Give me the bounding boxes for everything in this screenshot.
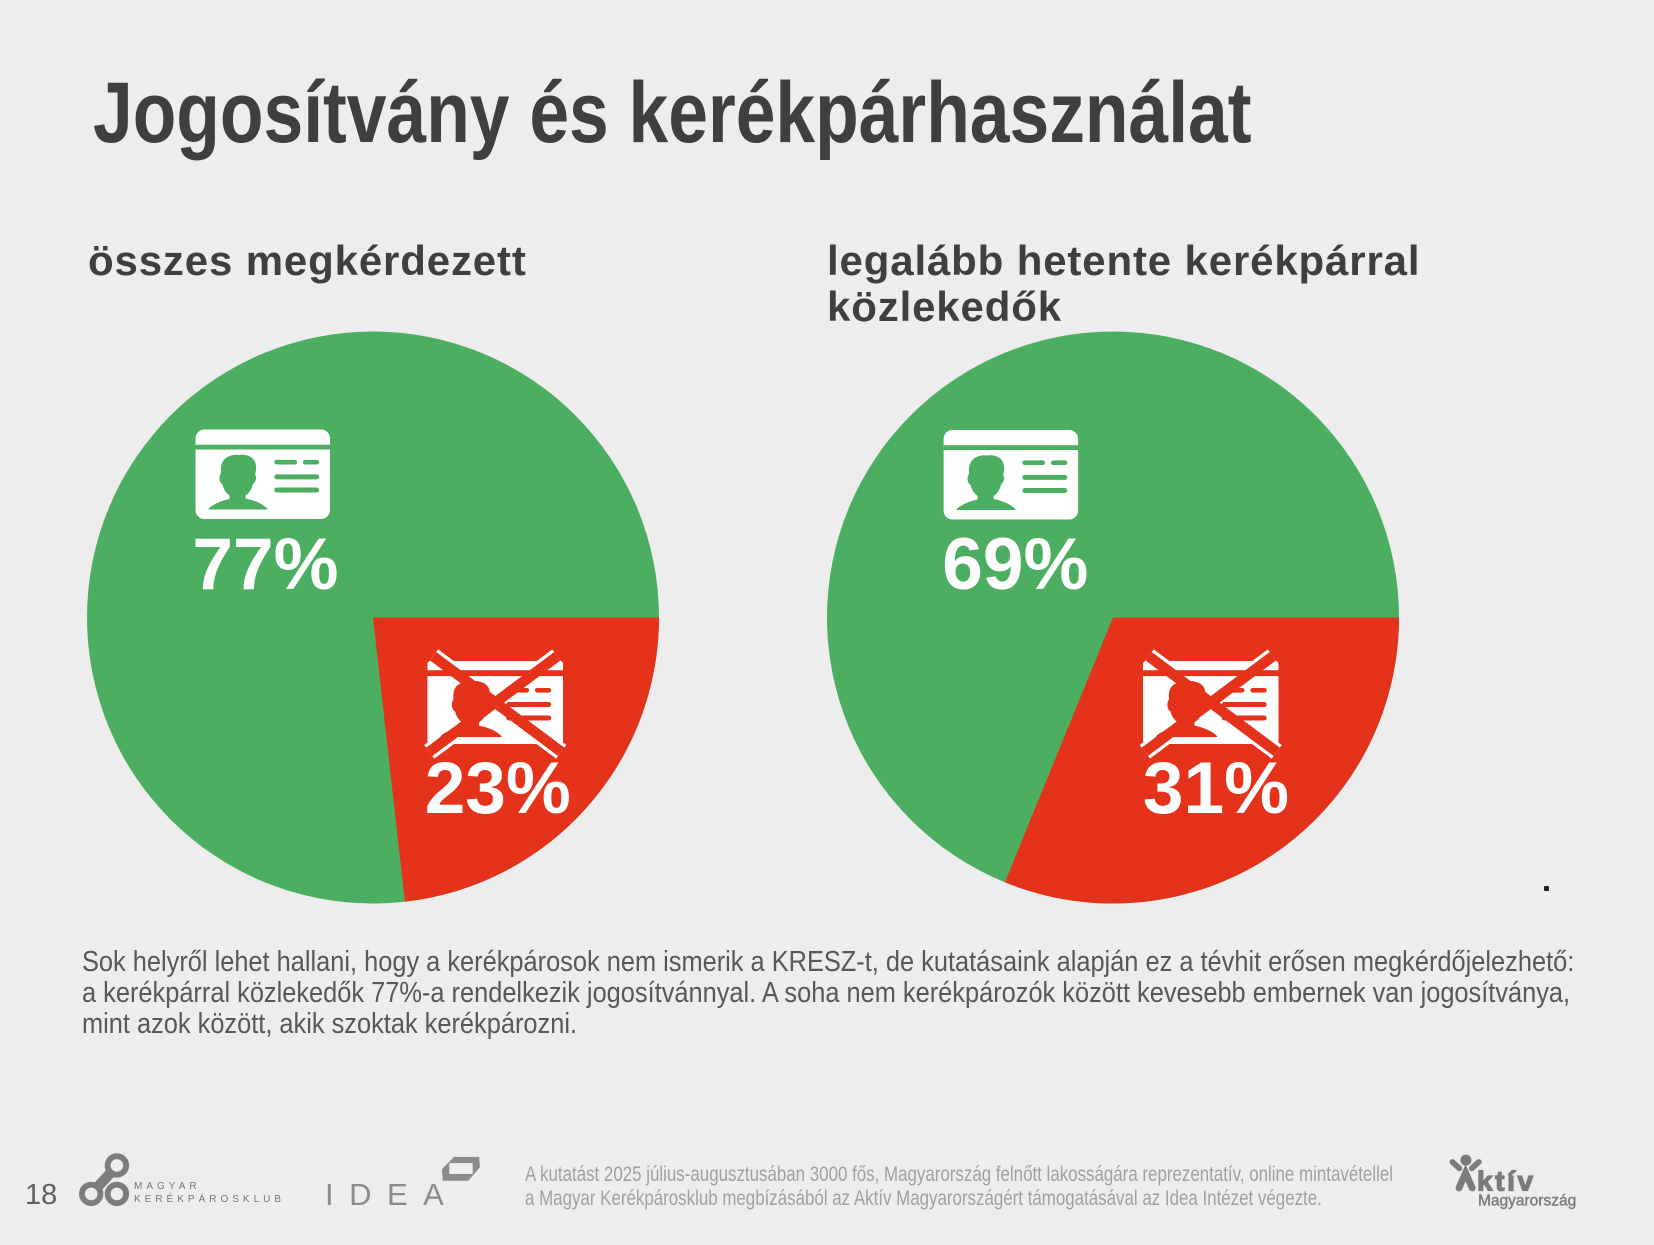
- svg-text:31%: 31%: [1143, 748, 1289, 829]
- svg-text:ktív: ktív: [1477, 1166, 1536, 1197]
- svg-text:69%: 69%: [942, 524, 1088, 605]
- svg-text:77%: 77%: [192, 524, 338, 605]
- svg-text:23%: 23%: [425, 748, 571, 829]
- svg-text:Magyarország: Magyarország: [1478, 1193, 1576, 1210]
